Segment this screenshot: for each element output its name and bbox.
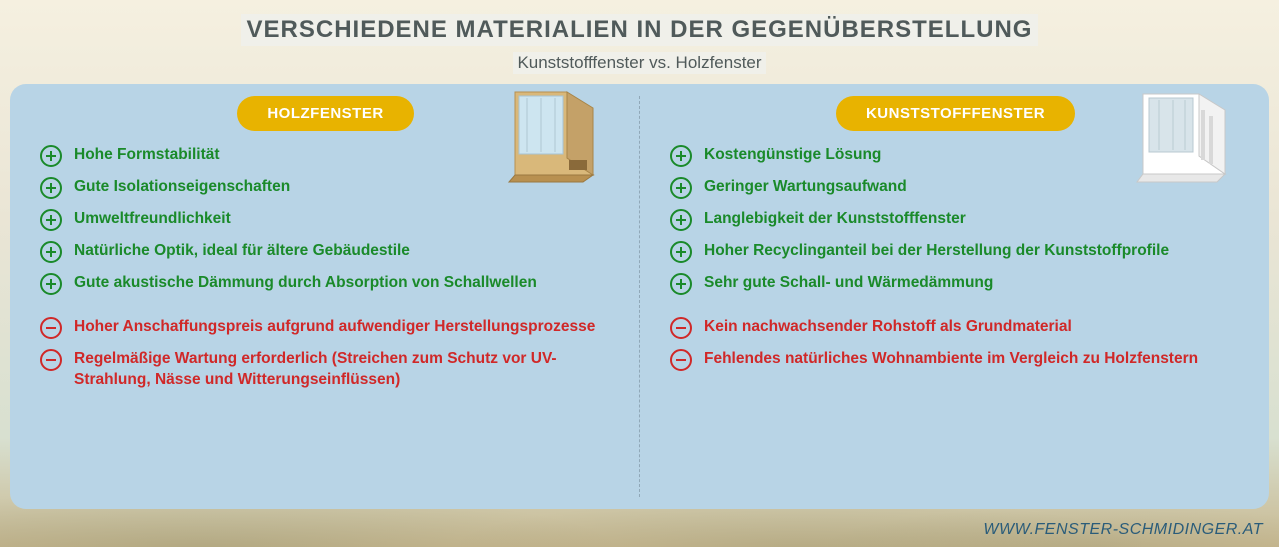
con-item: Regelmäßige Wartung erforderlich (Streic… xyxy=(40,349,611,391)
page-title: VERSCHIEDENE MATERIALIEN IN DER GEGENÜBE… xyxy=(241,14,1039,46)
minus-icon xyxy=(670,349,692,371)
con-item: Fehlendes natürliches Wohnambiente im Ve… xyxy=(670,349,1241,371)
pro-text: Gute Isolationseigenschaften xyxy=(74,177,290,198)
footer-url: WWW.FENSTER-SCHMIDINGER.AT xyxy=(983,521,1263,539)
plus-icon xyxy=(670,273,692,295)
column-holzfenster: HOLZFENSTER Hohe Formstabilität Gute Iso… xyxy=(10,84,639,509)
wood-window-profile-icon xyxy=(495,80,615,190)
con-item: Hoher Anschaffungspreis aufgrund aufwend… xyxy=(40,317,611,339)
plus-icon xyxy=(40,209,62,231)
badge-holzfenster: HOLZFENSTER xyxy=(237,96,413,131)
pro-text: Natürliche Optik, ideal für ältere Gebäu… xyxy=(74,241,410,262)
page-subtitle: Kunststofffenster vs. Holzfenster xyxy=(513,52,765,74)
minus-icon xyxy=(40,317,62,339)
con-item: Kein nachwachsender Rohstoff als Grundma… xyxy=(670,317,1241,339)
column-kunststofffenster: KUNSTSTOFFFENSTER Kostengünstige Lösung … xyxy=(640,84,1269,509)
pro-item: Langlebigkeit der Kunststofffenster xyxy=(670,209,1241,231)
pro-text: Kostengünstige Lösung xyxy=(704,145,881,166)
con-text: Hoher Anschaffungspreis aufgrund aufwend… xyxy=(74,317,595,338)
con-text: Fehlendes natürliches Wohnambiente im Ve… xyxy=(704,349,1198,370)
con-text: Kein nachwachsender Rohstoff als Grundma… xyxy=(704,317,1072,338)
pro-text: Hohe Formstabilität xyxy=(74,145,220,166)
pro-text: Umweltfreundlichkeit xyxy=(74,209,231,230)
pro-item: Gute akustische Dämmung durch Absorption… xyxy=(40,273,611,295)
list-gap xyxy=(40,305,611,317)
pro-item: Sehr gute Schall- und Wärmedämmung xyxy=(670,273,1241,295)
con-text: Regelmäßige Wartung erforderlich (Streic… xyxy=(74,349,611,391)
plus-icon xyxy=(40,145,62,167)
pro-text: Hoher Recyclinganteil bei der Herstellun… xyxy=(704,241,1169,262)
pro-item: Umweltfreundlichkeit xyxy=(40,209,611,231)
pvc-window-profile-icon xyxy=(1125,80,1245,190)
pro-text: Geringer Wartungsaufwand xyxy=(704,177,907,198)
list-gap xyxy=(670,305,1241,317)
minus-icon xyxy=(40,349,62,371)
pro-text: Gute akustische Dämmung durch Absorption… xyxy=(74,273,537,294)
plus-icon xyxy=(40,241,62,263)
plus-icon xyxy=(670,241,692,263)
plus-icon xyxy=(670,209,692,231)
minus-icon xyxy=(670,317,692,339)
comparison-panel: HOLZFENSTER Hohe Formstabilität Gute Iso… xyxy=(10,84,1269,509)
plus-icon xyxy=(40,177,62,199)
pro-text: Langlebigkeit der Kunststofffenster xyxy=(704,209,966,230)
badge-kunststofffenster: KUNSTSTOFFFENSTER xyxy=(836,96,1075,131)
header: VERSCHIEDENE MATERIALIEN IN DER GEGENÜBE… xyxy=(0,0,1279,82)
pro-text: Sehr gute Schall- und Wärmedämmung xyxy=(704,273,993,294)
plus-icon xyxy=(670,177,692,199)
pro-item: Natürliche Optik, ideal für ältere Gebäu… xyxy=(40,241,611,263)
plus-icon xyxy=(40,273,62,295)
plus-icon xyxy=(670,145,692,167)
pro-item: Hoher Recyclinganteil bei der Herstellun… xyxy=(670,241,1241,263)
